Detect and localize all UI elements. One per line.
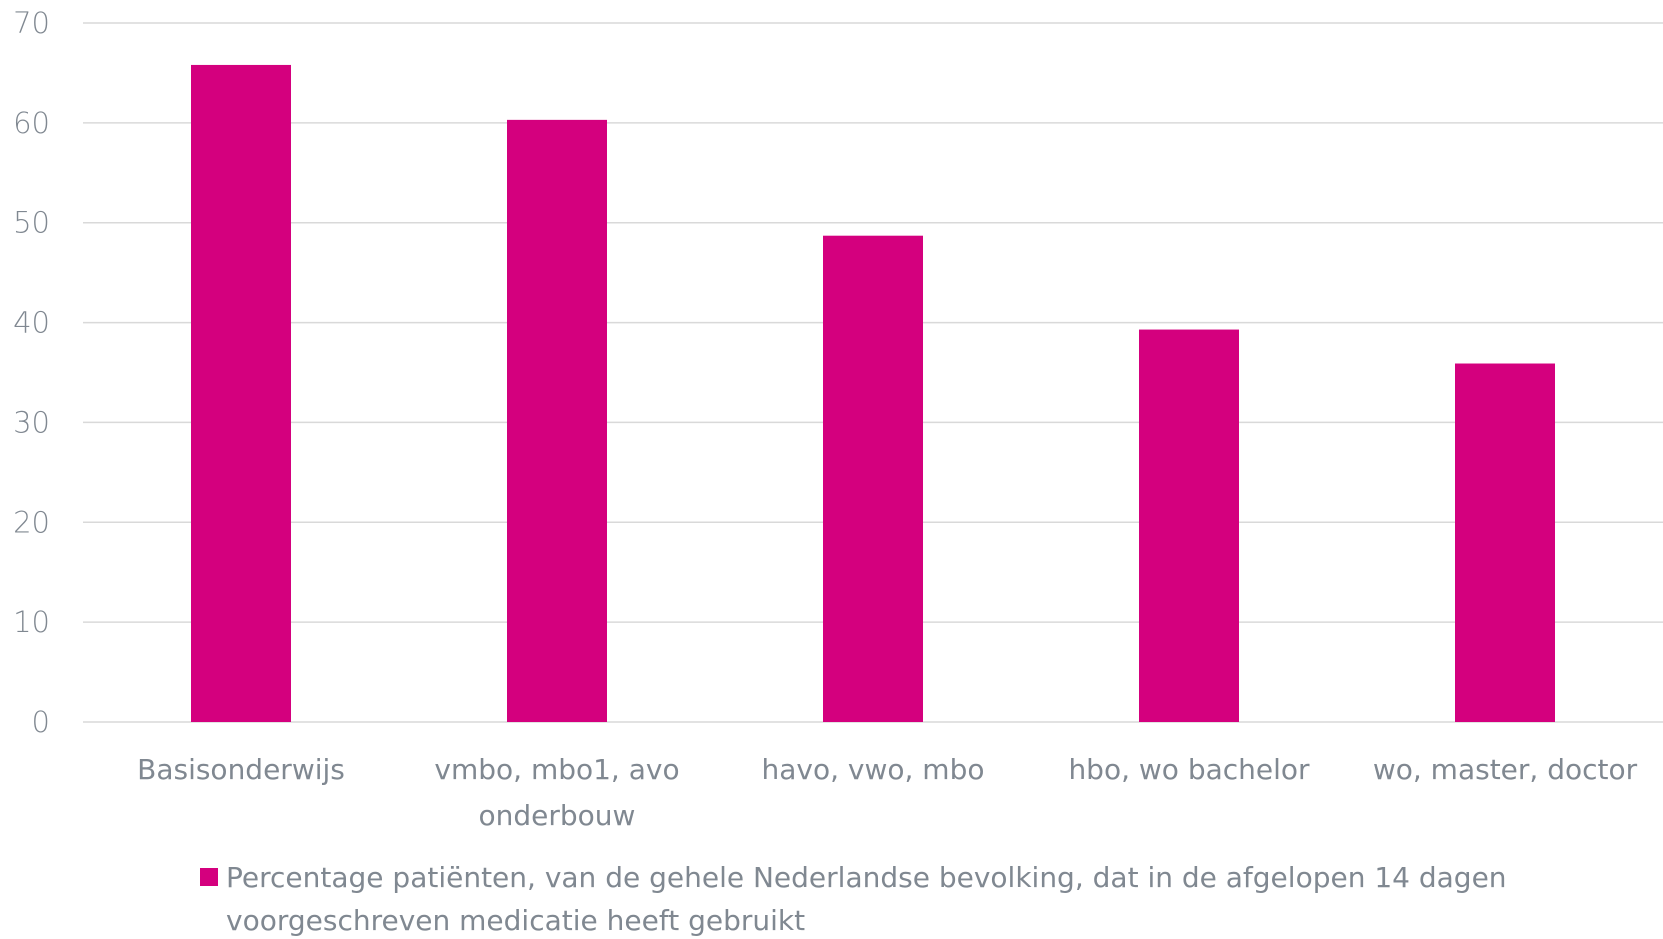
bar-2 xyxy=(823,235,923,722)
x-category-label: Basisonderwijs xyxy=(137,753,345,786)
x-category-label: havo, vwo, mbo xyxy=(762,753,985,786)
legend: Percentage patiënten, van de gehele Nede… xyxy=(200,861,1507,937)
x-category-label: wo, master, doctor xyxy=(1373,753,1638,786)
x-category-label: hbo, wo bachelor xyxy=(1068,753,1310,786)
y-tick-label: 40 xyxy=(13,306,50,340)
y-tick-label: 10 xyxy=(13,605,50,639)
y-tick-label: 50 xyxy=(13,206,50,240)
bar-3 xyxy=(1139,329,1239,722)
legend-swatch xyxy=(200,868,218,886)
y-tick-label: 20 xyxy=(13,505,50,539)
x-category-label: onderbouw xyxy=(479,799,636,832)
bar-0 xyxy=(191,64,291,722)
y-tick-label: 70 xyxy=(13,6,50,40)
x-category-label: vmbo, mbo1, avo xyxy=(434,753,679,786)
x-axis-category-labels: Basisonderwijs vmbo, mbo1, avo onderbouw ha… xyxy=(137,753,1638,832)
bars xyxy=(191,64,1555,722)
bar-1 xyxy=(507,119,607,722)
legend-label-line-2: voorgeschreven medicatie heeft gebruikt xyxy=(226,904,805,937)
bar-4 xyxy=(1455,363,1555,722)
y-tick-label: 30 xyxy=(13,405,50,439)
legend-label-line-1: Percentage patiënten, van de gehele Nede… xyxy=(226,861,1507,894)
y-tick-label: 0 xyxy=(32,705,50,739)
y-tick-label: 60 xyxy=(13,106,50,140)
y-axis-tick-labels: 0 10 20 30 40 50 60 70 xyxy=(13,6,50,739)
